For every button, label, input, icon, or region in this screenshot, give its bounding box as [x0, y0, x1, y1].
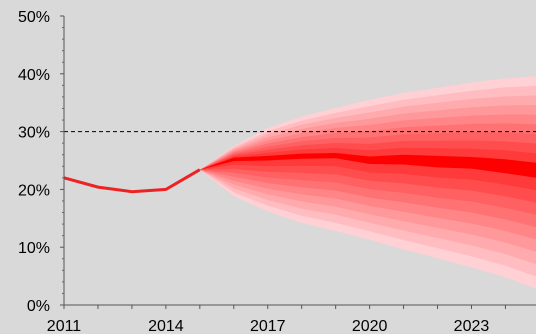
- fan-bands: [199, 76, 536, 289]
- projection-median-band: [199, 153, 536, 178]
- x-tick-label: 2017: [250, 318, 286, 334]
- x-tick-label: 2023: [454, 318, 490, 334]
- y-tick-label: 20%: [18, 182, 50, 199]
- y-tick-label: 30%: [18, 125, 50, 142]
- y-tick-label: 10%: [18, 240, 50, 257]
- x-tick-label: 2014: [148, 318, 184, 334]
- x-tick-label: 2011: [47, 318, 82, 334]
- history-line: [63, 168, 201, 194]
- x-tick-label: 2020: [352, 318, 388, 334]
- axes: 0% 10% 20% 30% 40% 50% 2011 2014 2017 2020 2023: [18, 9, 536, 334]
- y-tick-label: 50%: [18, 9, 50, 26]
- y-tick-label: 40%: [18, 67, 50, 84]
- y-tick-label: 0%: [27, 298, 50, 315]
